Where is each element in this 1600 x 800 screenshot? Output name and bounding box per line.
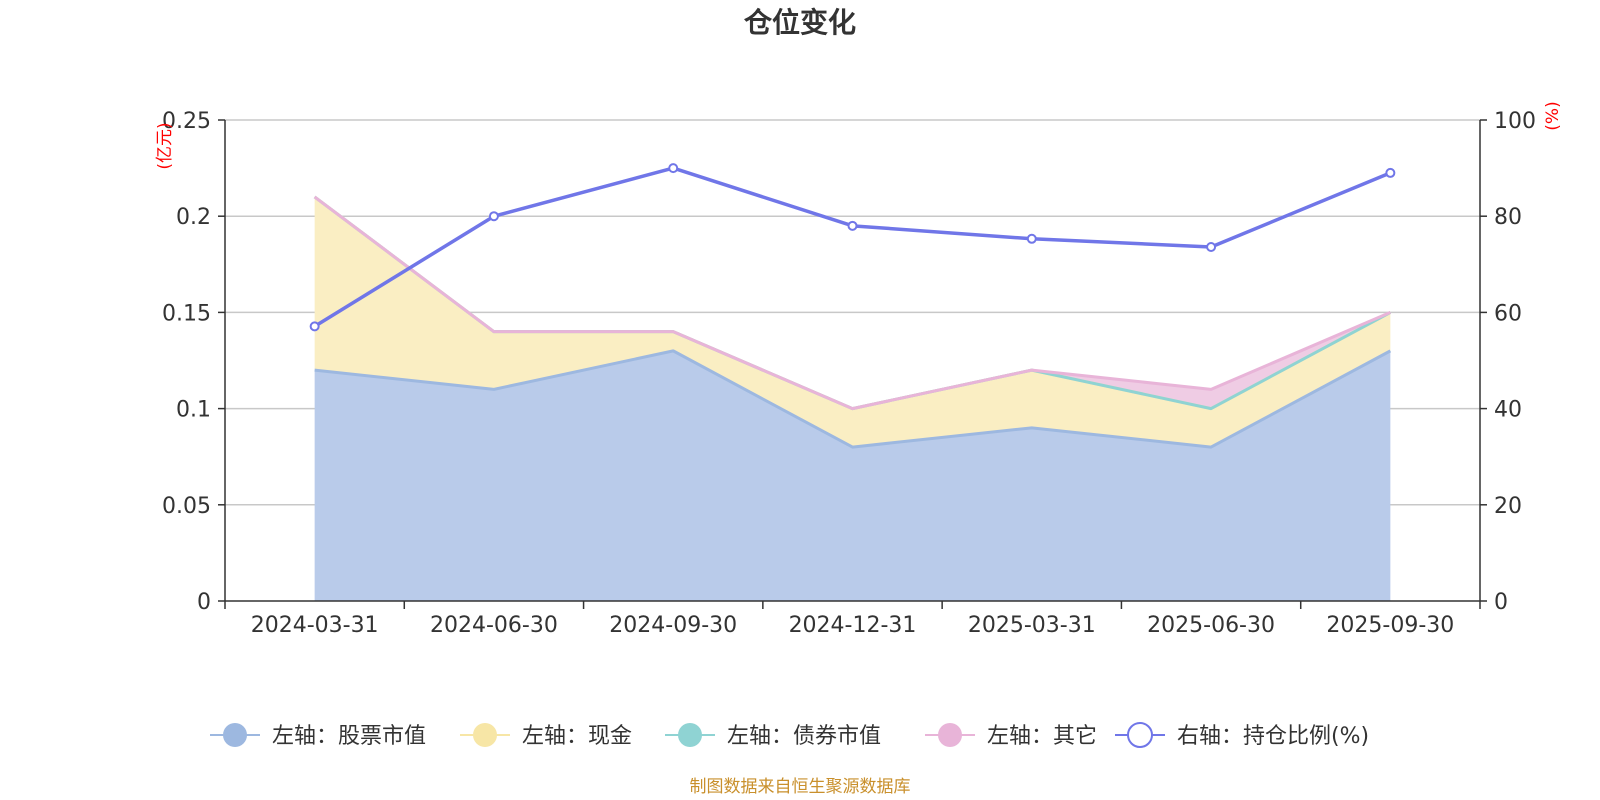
right-axis-tick-label: 0 xyxy=(1494,590,1508,615)
left-axis-tick-label: 0 xyxy=(197,590,211,615)
legend: 左轴：股票市值 左轴：现金 左轴：债券市值 左轴：其它 右轴：持仓比例(%) xyxy=(210,722,1369,749)
right-axis-tick-label: 40 xyxy=(1494,398,1522,423)
x-axis-tick-label: 2024-12-31 xyxy=(789,613,917,638)
left-axis-unit: (亿元) xyxy=(155,122,175,169)
chart-title: 仓位变化 xyxy=(744,6,856,39)
ratio-point xyxy=(1206,241,1217,252)
ratio-line xyxy=(309,163,1396,332)
data-source-note: 制图数据来自恒生聚源数据库 xyxy=(690,777,911,797)
left-axis-tick-label: 0.15 xyxy=(162,301,211,326)
ratio-point xyxy=(309,321,320,332)
ratio-point xyxy=(1026,233,1037,244)
area-9db8e0 xyxy=(314,350,1391,601)
left-axis-tick-label: 0.2 xyxy=(176,205,211,230)
right-axis-tick-label: 100 xyxy=(1494,109,1536,134)
legend-marker xyxy=(938,723,962,747)
axes: 0 0.05 0.1 0.15 0.2 0.25 0 20 40 60 80 100 2024-03-3… xyxy=(162,109,1536,638)
left-axis-tick-label: 0.1 xyxy=(176,398,211,423)
right-axis-unit: (%) xyxy=(1543,101,1563,130)
legend-marker xyxy=(678,723,702,747)
x-axis-tick-label: 2025-03-31 xyxy=(968,613,1096,638)
legend-marker xyxy=(473,723,497,747)
legend-label: 右轴：持仓比例(%) xyxy=(1177,724,1369,749)
legend-marker xyxy=(223,723,247,747)
right-axis-tick-label: 60 xyxy=(1494,301,1522,326)
left-axis-tick-label: 0.25 xyxy=(162,109,211,134)
ratio-point xyxy=(488,211,499,222)
x-axis-tick-label: 2024-09-30 xyxy=(609,613,737,638)
legend-label: 左轴：其它 xyxy=(987,724,1097,749)
stacked-areas xyxy=(313,195,1392,601)
ratio-line-path xyxy=(313,166,1392,328)
ratio-point xyxy=(1385,167,1396,178)
legend-marker xyxy=(1127,722,1153,748)
x-axis-tick-label: 2025-09-30 xyxy=(1326,613,1454,638)
area-edge xyxy=(313,195,1391,411)
ratio-point xyxy=(847,220,858,231)
left-axis-tick-label: 0.05 xyxy=(162,494,211,519)
right-axis-tick-label: 20 xyxy=(1494,494,1522,519)
ratio-point xyxy=(668,163,679,174)
x-axis-tick-label: 2024-03-31 xyxy=(251,613,379,638)
legend-label: 左轴：股票市值 xyxy=(272,724,426,749)
x-axis-tick-label: 2025-06-30 xyxy=(1147,613,1275,638)
x-axis-tick-label: 2024-06-30 xyxy=(430,613,558,638)
right-axis-tick-label: 80 xyxy=(1494,205,1522,230)
legend-label: 左轴：现金 xyxy=(522,724,632,749)
area-edge xyxy=(314,349,1392,449)
legend-label: 左轴：债券市值 xyxy=(727,724,881,749)
